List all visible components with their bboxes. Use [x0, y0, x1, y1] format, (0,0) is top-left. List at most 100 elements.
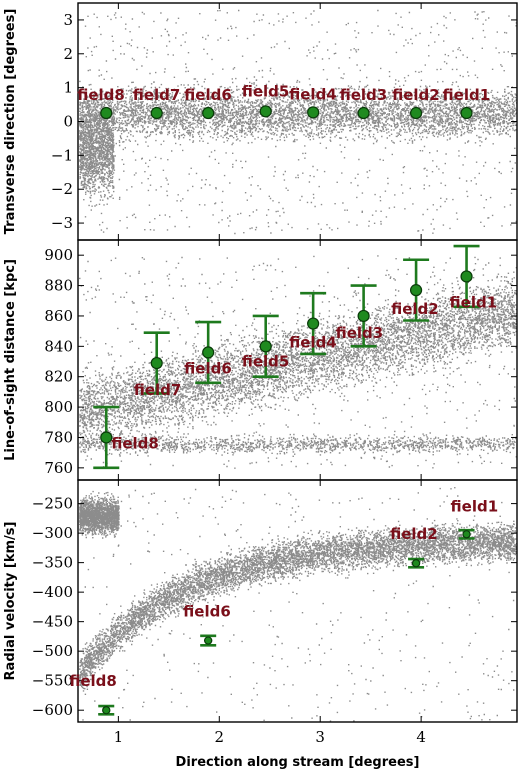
field-label: field2 [390, 525, 438, 543]
data-marker [202, 106, 215, 120]
panel-middle: 760 780 800 820 840 860 880 900 Line-of-sight di… [3, 239, 518, 481]
data-marker [150, 356, 163, 370]
field-point-field1: field1 [451, 497, 499, 540]
field-point-field3: field3 [340, 86, 388, 120]
field-label: field1 [443, 86, 491, 104]
data-marker [203, 636, 213, 645]
data-marker [259, 340, 272, 353]
field-label: field6 [183, 603, 231, 621]
panel-bottom: −600 −550 −500 −450 −400 −350 −300 −250 1 2 3 4 Radi… [3, 479, 518, 770]
data-marker [202, 346, 215, 359]
field-point-field7: field7 [133, 86, 181, 120]
y-tick-label: 840 [44, 337, 73, 355]
field-label: field8 [69, 672, 117, 690]
field-point-field6: field6 [184, 86, 232, 120]
y-tick-label: −300 [32, 524, 73, 542]
y-axis-title: Radial velocity [km/s] [3, 522, 18, 681]
field-point-field5: field5 [242, 314, 290, 379]
y-tick-label: −3 [51, 214, 73, 232]
y-tick-label: −550 [32, 672, 73, 690]
field-label: field6 [184, 359, 232, 377]
y-tick-label: 3 [63, 11, 73, 29]
y-tick-label: −1 [51, 146, 73, 164]
simulation-particles [79, 9, 518, 235]
y-tick-label: −2 [51, 180, 73, 198]
field-label: field5 [242, 82, 290, 100]
field-label: field7 [134, 381, 182, 399]
data-marker [150, 106, 163, 120]
field-label: field1 [451, 497, 499, 515]
data-marker [460, 106, 473, 120]
y-tick-label: −450 [32, 613, 73, 631]
field-point-field5: field5 [242, 82, 290, 118]
data-marker [357, 106, 370, 120]
field-point-field2: field2 [392, 86, 440, 120]
field-label: field7 [133, 86, 181, 104]
x-tick-label: 4 [416, 728, 426, 746]
field-point-field2: field2 [390, 525, 438, 569]
data-marker [357, 309, 370, 323]
data-marker [411, 559, 421, 568]
field-label: field3 [340, 86, 388, 104]
field-point-field8: field8 [69, 672, 117, 716]
y-tick-label: −350 [32, 554, 73, 572]
y-tick-label: 880 [44, 277, 73, 295]
field-point-field7: field7 [134, 331, 182, 399]
data-marker [460, 270, 473, 283]
field-point-field4: field4 [289, 85, 337, 119]
data-marker [100, 431, 113, 444]
plot-frame [77, 479, 518, 723]
field-label: field2 [392, 86, 440, 104]
field-label: field4 [289, 85, 337, 103]
field-point-field6: field6 [184, 320, 232, 385]
field-label: field1 [450, 293, 498, 311]
data-marker [462, 530, 471, 539]
data-marker [409, 284, 423, 297]
y-tick-label: 760 [44, 459, 73, 477]
field-label: field3 [336, 324, 384, 342]
field-label: field6 [184, 86, 232, 104]
field-label: field5 [242, 352, 290, 370]
y-axis-title: Transverse direction [degrees] [3, 9, 18, 235]
y-tick-label: −600 [32, 701, 73, 719]
y-tick-label: 800 [44, 398, 73, 416]
simulation-particles [79, 487, 518, 722]
y-tick-label: 820 [44, 368, 73, 386]
field-label: field8 [77, 86, 125, 104]
simulation-particles [79, 255, 518, 469]
x-tick-label: 3 [315, 728, 325, 746]
field-point-field1: field1 [450, 244, 498, 311]
field-point-field1: field1 [443, 86, 491, 120]
data-marker [307, 106, 320, 119]
panel-top: −3 −2 −1 0 1 2 3 Transverse direction [degrees]… [3, 2, 518, 241]
field-point-field6: field6 [183, 603, 231, 647]
field-label: field4 [289, 334, 337, 352]
field-point-field8: field8 [93, 405, 159, 470]
data-marker [259, 105, 272, 118]
field-point-field4: field4 [289, 291, 337, 356]
y-tick-label: 900 [44, 246, 73, 264]
field-point-field8: field8 [77, 86, 125, 120]
data-marker [307, 317, 320, 330]
y-tick-label: 1 [63, 79, 73, 97]
y-tick-label: −400 [32, 583, 73, 601]
x-axis-title: Direction along stream [degrees] [176, 755, 420, 770]
field-label: field8 [111, 434, 159, 452]
y-axis-title: Line-of-sight distance [kpc] [3, 259, 18, 461]
y-tick-label: 860 [44, 307, 73, 325]
x-tick-label: 2 [215, 728, 225, 746]
x-tick-label: 1 [114, 728, 124, 746]
data-marker [409, 106, 423, 120]
y-tick-label: −500 [32, 642, 73, 660]
panels-group: −3 −2 −1 0 1 2 3 Transverse direction [degrees]… [3, 2, 518, 770]
y-tick-label: 2 [63, 45, 73, 63]
field-point-field3: field3 [336, 284, 384, 348]
y-tick-label: 0 [63, 113, 73, 131]
data-marker [102, 705, 111, 715]
y-tick-label: −250 [32, 495, 73, 513]
y-tick-label: 780 [44, 428, 73, 446]
field-label: field2 [391, 300, 439, 318]
field-point-field2: field2 [391, 258, 439, 322]
data-marker [100, 106, 113, 120]
